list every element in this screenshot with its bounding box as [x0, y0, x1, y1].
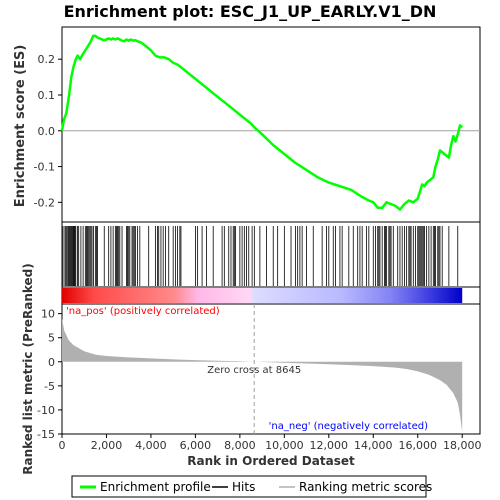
legend-box	[71, 475, 427, 498]
es-y-tick-label: 0.0	[38, 125, 56, 138]
x-tick-label: 2,000	[91, 439, 123, 452]
rank-gradient	[62, 288, 463, 303]
es-panel-frame	[61, 26, 481, 223]
x-tick-label: 6,000	[180, 439, 212, 452]
metric-y-ticks: 10 5 0 -5 -10 -15	[37, 308, 62, 441]
metric-panel: 10 5 0 -5 -10 -15 'na_pos' (positively correl…	[21, 263, 481, 475]
es-panel: 0.2 0.1 0.0 -0.1 -0.2 Enrichment score (ES)	[13, 26, 481, 223]
metric-y-tick-label: 0	[48, 356, 55, 369]
x-tick-label: 8,000	[224, 439, 256, 452]
x-tick-label: 18,000	[443, 439, 482, 452]
chart-title: Enrichment plot: ESC_J1_UP_EARLY.V1_DN	[64, 2, 437, 21]
x-tick-label: 16,000	[398, 439, 437, 452]
legend: Enrichment profile Hits Ranking metric s…	[71, 475, 432, 498]
legend-label-ranking-metric: Ranking metric scores	[299, 480, 432, 494]
metric-y-tick-label: -5	[44, 380, 55, 393]
metric-y-tick-label: -15	[37, 428, 55, 441]
x-tick-label: 12,000	[310, 439, 349, 452]
hit-lines	[62, 226, 459, 286]
neg-correlated-label: 'na_neg' (negatively correlated)	[269, 421, 428, 432]
zero-cross-label: Zero cross at 8645	[207, 365, 301, 376]
es-y-ticks: 0.2 0.1 0.0 -0.1 -0.2	[34, 53, 62, 209]
legend-label-hits: Hits	[232, 480, 255, 494]
legend-label-enrichment-profile: Enrichment profile	[100, 480, 211, 494]
x-tick-label: 0	[59, 439, 66, 452]
x-tick-label: 10,000	[265, 439, 304, 452]
es-y-axis-label: Enrichment score (ES)	[13, 45, 28, 208]
enrichment-profile-line	[60, 34, 463, 211]
hits-panel-frame	[61, 221, 481, 288]
metric-y-tick-label: 5	[48, 332, 55, 345]
x-tick-label: 4,000	[135, 439, 167, 452]
es-y-tick-label: -0.2	[34, 196, 55, 209]
pos-correlated-label: 'na_pos' (positively correlated)	[66, 306, 220, 317]
x-tick-label: 14,000	[354, 439, 393, 452]
metric-y-tick-label: -10	[37, 404, 55, 417]
es-y-tick-label: 0.2	[38, 53, 56, 66]
es-y-tick-label: 0.1	[38, 89, 56, 102]
rank-color-bar	[61, 286, 481, 305]
metric-y-tick-label: 10	[41, 308, 55, 321]
hits-panel	[61, 221, 481, 288]
metric-y-axis-label: Ranked list metric (PreRanked)	[21, 263, 35, 475]
x-axis-label: Rank in Ordered Dataset	[187, 454, 355, 468]
x-axis-ticks: 0 2,000 4,000 6,000 8,000 10,000 12,000 14,000 1…	[59, 434, 482, 452]
es-y-tick-label: -0.1	[34, 161, 55, 174]
